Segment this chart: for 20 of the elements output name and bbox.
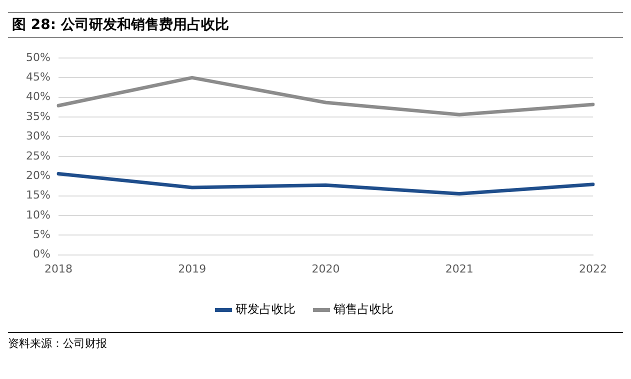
y-tick-label: 25% <box>26 149 50 162</box>
legend-label: 研发占收比 <box>236 302 296 316</box>
x-tick-label: 2022 <box>579 262 607 276</box>
y-tick-label: 5% <box>32 228 50 241</box>
y-tick-label: 35% <box>26 110 50 123</box>
y-tick-label: 40% <box>26 90 50 104</box>
chart-title: 图 28: 公司研发和销售费用占收比 <box>8 12 623 38</box>
y-tick-label: 15% <box>26 188 50 202</box>
y-tick-label: 30% <box>26 130 50 143</box>
y-tick-label: 50% <box>26 50 50 64</box>
x-tick-label: 2018 <box>44 262 72 276</box>
text: 资料来源：公司财报 <box>8 336 108 351</box>
y-tick-label: 45% <box>26 70 50 84</box>
x-tick-label: 2021 <box>445 262 474 276</box>
y-tick-label: 20% <box>26 168 50 182</box>
y-tick-label: 0% <box>32 248 50 261</box>
y-tick-label: 10% <box>26 208 50 222</box>
legend-label: 销售占收比 <box>332 302 394 316</box>
x-tick-label: 2019 <box>178 262 206 276</box>
x-tick-label: 2020 <box>312 262 340 276</box>
